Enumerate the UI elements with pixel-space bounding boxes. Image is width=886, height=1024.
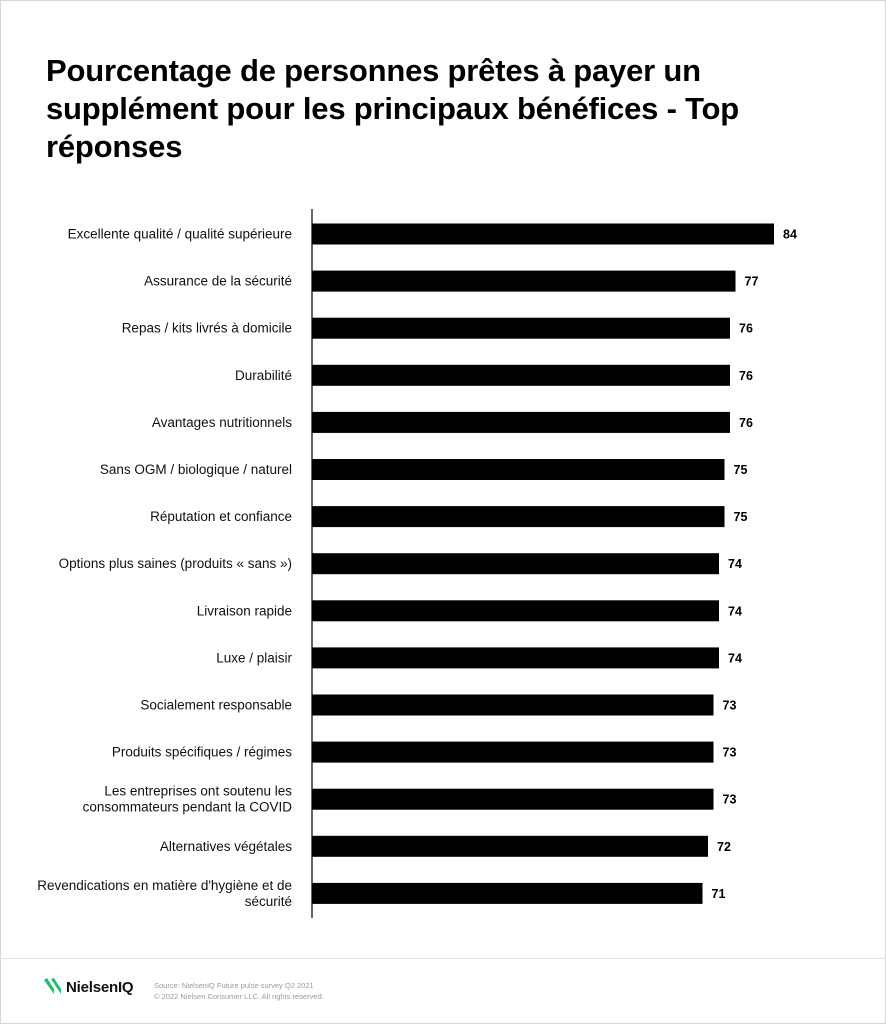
brand-name: NielsenIQ [66,978,134,996]
bar [312,882,703,904]
value-label: 73 [723,699,737,713]
category-label: Assurance de la sécurité [144,274,292,289]
value-label: 84 [783,228,797,242]
category-label: Avantages nutritionnels [152,415,292,430]
value-label: 73 [723,746,737,760]
source-text: Source: NielsenIQ Future pulse survey Q2… [154,981,314,990]
value-label: 77 [745,275,759,289]
category-label: Excellente qualité / qualité supérieure [68,227,292,242]
bar [312,506,725,528]
bar [312,600,719,622]
category-label: Réputation et confiance [150,509,292,524]
value-label: 76 [739,369,753,383]
bar [312,694,714,716]
bar [312,364,730,386]
source-note: Source: NielsenIQ Future pulse survey Q2… [154,980,324,1002]
bar [312,741,714,763]
bar [312,459,725,480]
bar [312,788,714,810]
value-label: 76 [739,416,753,430]
category-label: Revendications en matière d'hygiène et d… [37,878,292,893]
bar [312,317,730,339]
category-label: Durabilité [235,368,292,383]
value-label: 72 [717,840,731,854]
category-label: Produits spécifiques / régimes [112,745,292,760]
category-label: consommateurs pendant la COVID [83,800,293,815]
nielseniq-logo-icon [44,978,61,994]
value-label: 73 [723,793,737,807]
value-label: 76 [739,322,753,336]
brand-logo: NielsenIQ [44,978,134,996]
bar [312,270,736,292]
bar [312,223,774,245]
value-label: 71 [712,887,726,901]
bar [312,553,719,575]
category-label: Repas / kits livrés à domicile [122,321,292,336]
value-label: 75 [734,510,748,524]
bar-chart: 84 Excellente qualité / qualité supérieur… [37,209,797,918]
category-label: Livraison rapide [197,603,292,618]
category-label: Luxe / plaisir [216,650,292,665]
category-label: Sans OGM / biologique / naturel [100,462,292,477]
footer-divider [0,958,886,959]
category-label: Options plus saines (produits « sans ») [59,556,292,571]
category-label: Les entreprises ont soutenu les [104,784,292,799]
copyright-text: © 2022 Nielsen Consumer LLC. All rights … [154,992,324,1001]
category-label: Socialement responsable [140,698,292,713]
value-label: 75 [734,463,748,477]
chart-title: Pourcentage de personnes prêtes à payer … [46,53,740,164]
value-label: 74 [728,604,742,618]
bar [312,411,730,433]
bar [312,647,719,669]
value-label: 74 [728,557,742,571]
category-label: sécurité [245,894,292,909]
category-label: Alternatives végétales [160,839,292,854]
bar [312,835,708,857]
bars-group: 84 Excellente qualité / qualité supérieur… [37,223,797,909]
value-label: 74 [728,651,742,665]
